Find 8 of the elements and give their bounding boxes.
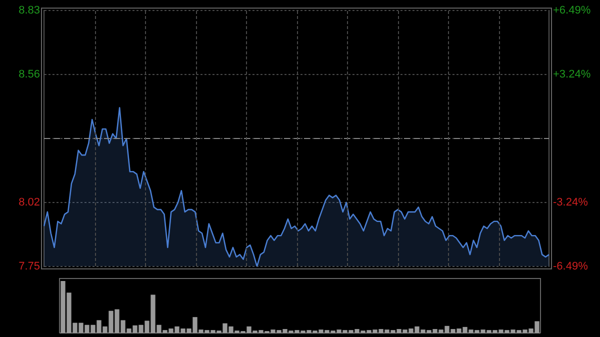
y-tick-label: 8.02 [18,196,40,208]
y2-tick-label: -3.24% [553,196,588,208]
y-tick-label: 8.56 [18,68,40,81]
y2-tick-label: +6.49% [553,4,591,17]
y-tick-label: 8.83 [18,4,40,17]
y-tick-label: 7.75 [18,260,40,272]
y2-tick-label: +3.24% [553,68,591,81]
y2-tick-label: -6.49% [553,260,588,272]
